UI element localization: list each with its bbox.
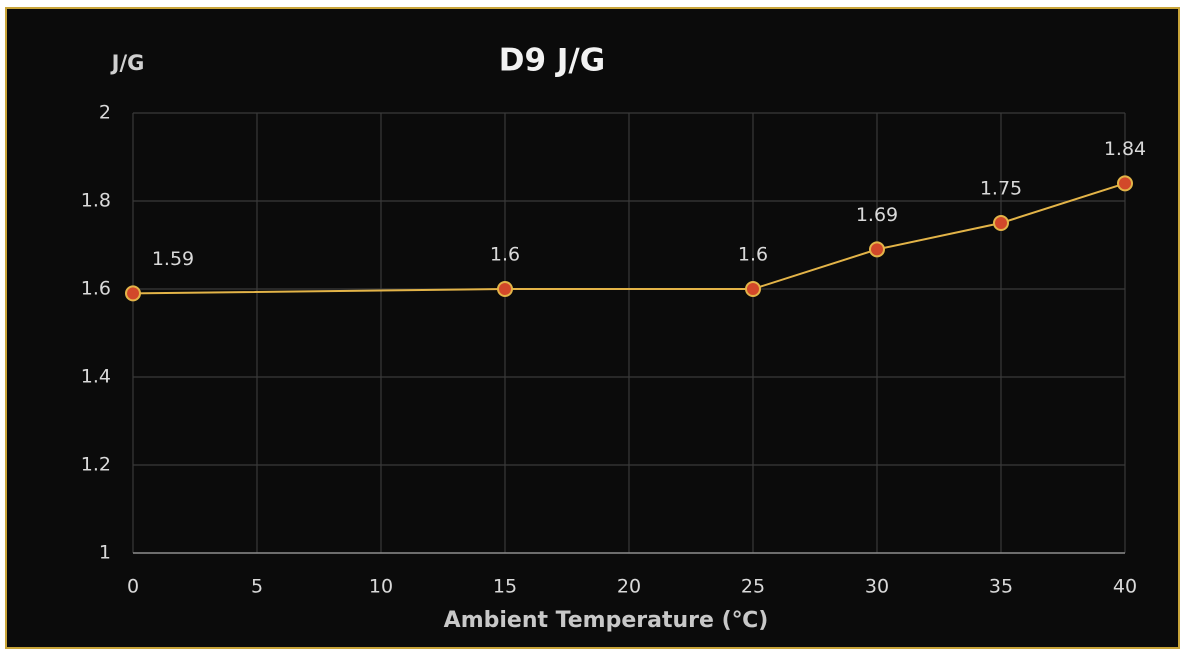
x-tick-label: 5 xyxy=(251,576,263,598)
x-tick-label: 40 xyxy=(1113,576,1137,598)
y-axis-label: J/G xyxy=(110,51,145,75)
x-axis-label: Ambient Temperature (℃) xyxy=(444,608,769,633)
data-point xyxy=(869,241,885,258)
y-tick-label: 2 xyxy=(99,102,111,124)
data-line xyxy=(132,182,1126,295)
data-label: 1.84 xyxy=(1104,138,1146,160)
y-tick-label: 1.8 xyxy=(81,190,111,212)
y-tick-label: 1.6 xyxy=(81,278,111,300)
y-tick-label: 1.4 xyxy=(81,366,111,388)
data-point xyxy=(125,285,141,302)
x-tick-label: 30 xyxy=(865,576,889,598)
data-label: 1.6 xyxy=(490,244,520,266)
x-tick-label: 20 xyxy=(617,576,641,598)
x-tick-label: 15 xyxy=(493,576,517,598)
x-tick-label: 35 xyxy=(989,576,1013,598)
y-tick-label: 1 xyxy=(99,542,111,564)
data-label: 1.75 xyxy=(980,178,1022,200)
data-point xyxy=(745,281,761,297)
data-point xyxy=(993,215,1009,231)
chart-title: D9 J/G xyxy=(499,43,605,79)
data-point xyxy=(1117,175,1133,192)
data-point xyxy=(497,281,513,297)
y-tick-label: 1.2 xyxy=(81,454,111,476)
data-label: 1.6 xyxy=(738,244,768,266)
x-tick-label: 10 xyxy=(369,576,393,598)
chart-background xyxy=(5,7,1180,649)
x-tick-label: 25 xyxy=(741,576,765,598)
x-tick-label: 0 xyxy=(127,576,139,598)
data-label: 1.59 xyxy=(152,248,194,270)
data-label: 1.69 xyxy=(856,204,898,226)
